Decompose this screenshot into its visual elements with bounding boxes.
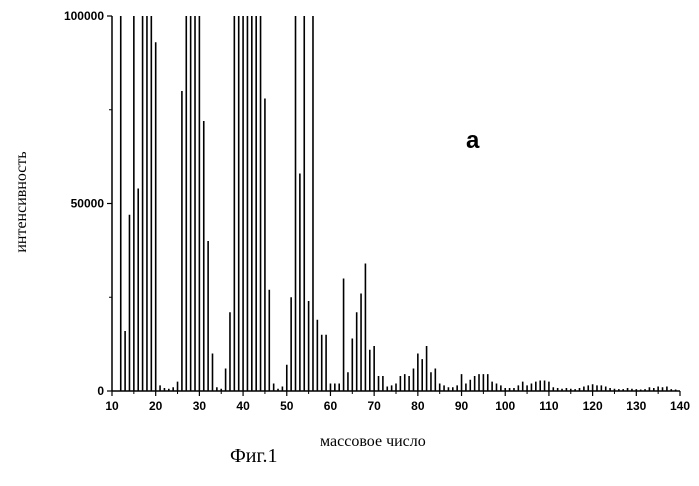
axes xyxy=(112,16,680,391)
x-tick-label: 130 xyxy=(626,399,646,413)
y-tick-label: 50000 xyxy=(71,197,105,211)
x-tick-label: 120 xyxy=(583,399,603,413)
figure-caption: Фиг.1 xyxy=(230,445,277,467)
y-tick-label: 0 xyxy=(97,384,104,398)
spectrum-bars xyxy=(121,16,676,391)
x-tick-label: 140 xyxy=(670,399,690,413)
y-axis-label: интенсивность xyxy=(13,151,30,252)
x-tick-label: 20 xyxy=(149,399,163,413)
x-tick-label: 80 xyxy=(411,399,425,413)
x-tick-label: 100 xyxy=(495,399,515,413)
x-tick-label: 110 xyxy=(539,399,559,413)
x-tick-label: 90 xyxy=(455,399,469,413)
x-tick-label: 60 xyxy=(324,399,338,413)
panel-label: a xyxy=(466,127,480,154)
x-tick-label: 10 xyxy=(105,399,119,413)
x-tick-label: 70 xyxy=(367,399,381,413)
y-tick-label: 100000 xyxy=(64,9,104,23)
x-axis-label: массовое число xyxy=(320,433,426,450)
x-tick-label: 40 xyxy=(236,399,250,413)
x-tick-label: 30 xyxy=(193,399,207,413)
y-ticks: 0 50000 100000 xyxy=(64,9,112,398)
x-tick-label: 50 xyxy=(280,399,294,413)
x-ticks: 10 20 30 40 50 60 70 80 90 100 110 120 130 140 xyxy=(105,391,690,413)
